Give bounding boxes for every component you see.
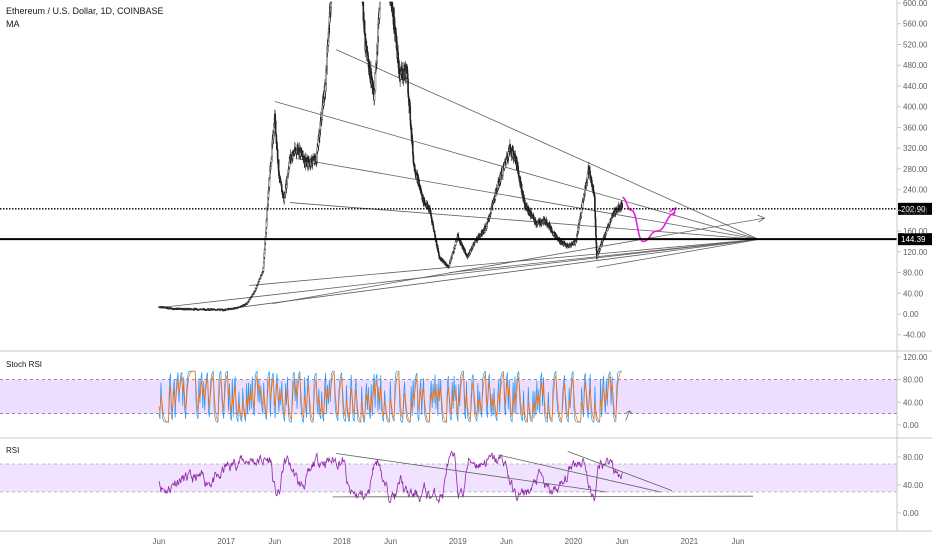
time-axis-label: Jun bbox=[268, 537, 281, 546]
price-axis-label: 480.00 bbox=[903, 61, 928, 70]
candle-body bbox=[596, 255, 599, 258]
candle-body bbox=[274, 120, 277, 134]
rsi-band bbox=[0, 464, 897, 492]
time-axis-label: Jun bbox=[384, 537, 397, 546]
rsi-title[interactable]: RSI bbox=[6, 446, 19, 455]
price-candles bbox=[158, 1, 623, 312]
price-trendline[interactable] bbox=[220, 238, 759, 311]
price-trendline[interactable] bbox=[449, 238, 759, 273]
time-axis-label: 2017 bbox=[217, 537, 235, 546]
time-axis-label: 2020 bbox=[565, 537, 583, 546]
price-trendline[interactable] bbox=[295, 158, 759, 240]
price-label: 202.90 bbox=[901, 205, 926, 214]
projection-curve[interactable] bbox=[621, 196, 676, 243]
candle-body bbox=[262, 262, 265, 268]
candle-body bbox=[454, 245, 456, 249]
time-axis-label: 2019 bbox=[449, 537, 467, 546]
candle-body bbox=[595, 242, 598, 251]
trendline-arrowhead bbox=[757, 214, 766, 223]
price-axis-label: 160.00 bbox=[903, 227, 928, 236]
time-axis-label: 2018 bbox=[333, 537, 351, 546]
price-label-box bbox=[898, 233, 932, 246]
candle-body bbox=[277, 159, 280, 172]
candle-body bbox=[545, 219, 548, 226]
candle-body bbox=[461, 243, 463, 246]
stoch-axis-label: 80.00 bbox=[903, 376, 924, 385]
price-axis-label: 320.00 bbox=[903, 144, 928, 153]
price-horizontal-lines: 202.90 144.39 bbox=[0, 202, 932, 246]
time-axis-label: Jun bbox=[616, 537, 629, 546]
stoch-rsi-pane bbox=[0, 370, 897, 423]
rsi-trendline[interactable] bbox=[336, 453, 607, 493]
price-axis-label: 120.00 bbox=[903, 248, 928, 257]
price-axis-label: 80.00 bbox=[903, 269, 924, 278]
candle-body bbox=[276, 149, 279, 160]
price-axis-label: 400.00 bbox=[903, 103, 928, 112]
stoch-axis-label: 40.00 bbox=[903, 398, 924, 407]
stoch-rsi-title[interactable]: Stoch RSI bbox=[6, 360, 42, 369]
price-trendline[interactable] bbox=[289, 202, 759, 240]
stoch-arrow bbox=[625, 410, 632, 421]
candle-body bbox=[621, 202, 623, 209]
candle-body bbox=[379, 1, 381, 9]
time-axis-label: Jun bbox=[732, 537, 745, 546]
price-axis-label: 520.00 bbox=[903, 40, 928, 49]
candle-body bbox=[438, 252, 440, 256]
candle-body bbox=[451, 254, 453, 258]
ma-indicator-label[interactable]: MA bbox=[6, 19, 20, 29]
rsi-line[interactable] bbox=[158, 450, 623, 504]
candle-body bbox=[374, 72, 377, 92]
price-axis-label: 440.00 bbox=[903, 82, 928, 91]
candle-body bbox=[595, 226, 597, 236]
candle-body bbox=[515, 156, 517, 159]
candle-body bbox=[485, 226, 488, 229]
candle-body bbox=[578, 224, 580, 228]
candle-body bbox=[330, 1, 333, 3]
rsi-trendline[interactable] bbox=[332, 495, 754, 498]
projection-path bbox=[621, 196, 677, 243]
time-axis-label: 2021 bbox=[680, 537, 698, 546]
price-trendline[interactable] bbox=[336, 49, 760, 240]
price-axis-label: 280.00 bbox=[903, 165, 928, 174]
price-label-box bbox=[898, 202, 932, 215]
price-trendline[interactable] bbox=[158, 238, 759, 309]
candle-body bbox=[257, 282, 259, 285]
time-axis-label: Jun bbox=[153, 537, 166, 546]
price-trendline[interactable] bbox=[272, 217, 765, 305]
rsi-trendline[interactable] bbox=[498, 454, 661, 493]
candle-body bbox=[266, 218, 268, 221]
price-axis-label: 600.00 bbox=[903, 0, 928, 8]
price-axis-label: 40.00 bbox=[903, 289, 924, 298]
stoch-d-line[interactable] bbox=[158, 370, 622, 423]
candle-body bbox=[275, 133, 277, 136]
price-axis-label: 200.00 bbox=[903, 206, 928, 215]
rsi-axis-label: 40.00 bbox=[903, 481, 924, 490]
price-trendline[interactable] bbox=[596, 238, 759, 268]
price-axis-label: -40.00 bbox=[903, 331, 926, 340]
stoch-axis-label: 120.00 bbox=[903, 353, 928, 362]
stoch-k-line[interactable] bbox=[158, 370, 622, 423]
time-axis-label: Jun bbox=[500, 537, 513, 546]
rsi-axis-label: 80.00 bbox=[903, 453, 924, 462]
price-axis-label: 240.00 bbox=[903, 186, 928, 195]
price-label: 144.39 bbox=[901, 235, 926, 244]
stoch-axis-label: 0.00 bbox=[903, 421, 919, 430]
symbol-title: Ethereum / U.S. Dollar, 1D, COINBASE bbox=[6, 6, 164, 16]
projection-arrowhead bbox=[669, 206, 677, 217]
rsi-axis-label: 0.00 bbox=[903, 509, 919, 518]
candle-body bbox=[412, 155, 415, 164]
price-axis-label: 560.00 bbox=[903, 20, 928, 29]
rsi-trendline[interactable] bbox=[567, 451, 673, 491]
price-trendline[interactable] bbox=[249, 238, 759, 286]
price-axis-label: 0.00 bbox=[903, 310, 919, 319]
rsi-pane bbox=[0, 450, 897, 504]
price-axis[interactable]: 600.00 560.00 520.00 480.00 440.00 400.00 360.… bbox=[897, 0, 928, 518]
time-axis[interactable]: Jun 2017 Jun 2018 Jun 2019 Jun 2020 Jun 2021 Jun bbox=[153, 537, 745, 546]
price-axis-label: 360.00 bbox=[903, 123, 928, 132]
